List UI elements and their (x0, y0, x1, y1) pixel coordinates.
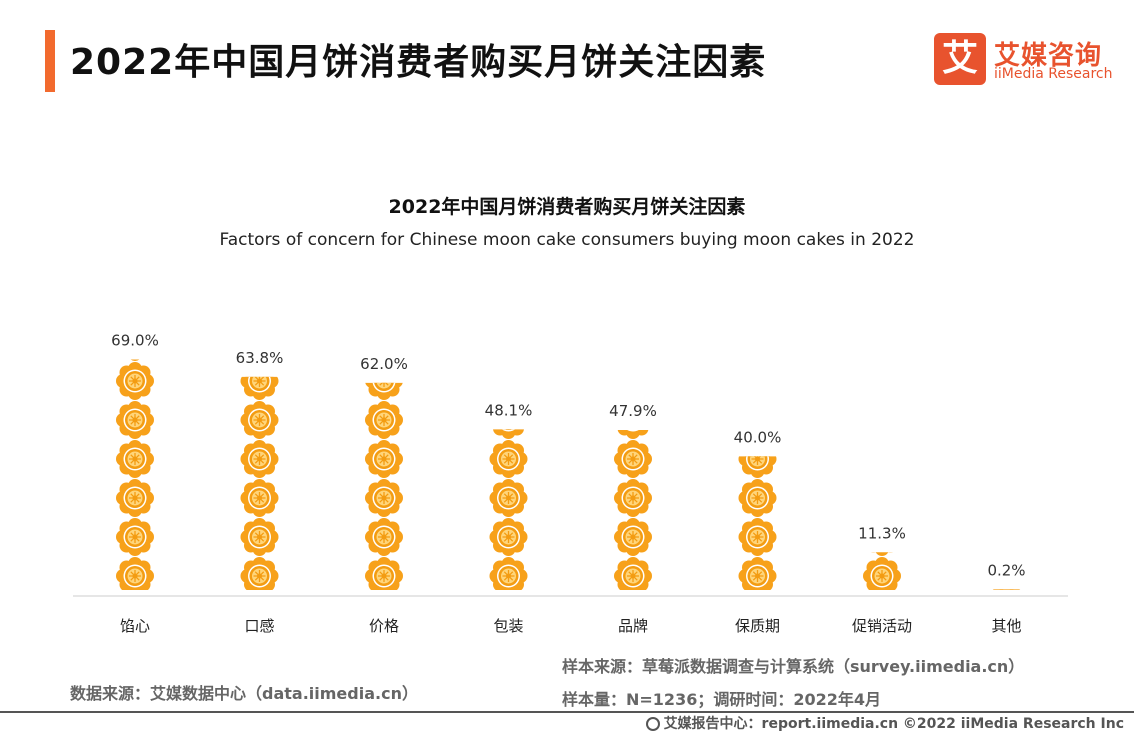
mooncake-pictogram-chart: 69.0% 馅心 63.8% 口感 62.0% 价格 48.1% 包装 47.9% 品牌 40.0%… (73, 323, 1068, 635)
mooncake-icon (239, 517, 280, 557)
category-label-3: 价格 (369, 617, 399, 635)
footer-text: 艾媒报告中心：report.iimedia.cn ©2022 iiMedia R… (663, 716, 1124, 732)
mooncake-icon (364, 478, 404, 518)
chart-title: 2022年中国月饼消费者购买月饼关注因素 (388, 196, 746, 218)
logo-name-cn: 艾媒咨询 (994, 41, 1103, 71)
mooncake-icon (739, 362, 777, 400)
value-label-4: 48.1% (485, 401, 533, 419)
mooncake-icon (613, 478, 653, 518)
title-accent-bar (45, 30, 55, 92)
value-label-1: 69.0% (111, 332, 159, 350)
mooncake-icon (115, 517, 155, 557)
page-title: 2022年中国月饼消费者购买月饼关注因素 (70, 42, 767, 83)
mooncake-icon (863, 479, 901, 517)
value-label-5: 47.9% (609, 402, 657, 420)
mooncake-icon (490, 323, 528, 361)
footer: 艾媒报告中心：report.iimedia.cn ©2022 iiMedia R… (645, 713, 1124, 733)
mooncake-icon (488, 517, 529, 557)
globe-icon (645, 717, 660, 731)
mooncake-icon (364, 556, 404, 591)
mooncake-icon (239, 478, 280, 518)
data-source: 数据来源：艾媒数据中心（data.iimedia.cn） (70, 684, 418, 703)
mooncake-icon (115, 439, 155, 479)
mooncake-icon (488, 556, 529, 590)
value-label-8: 0.2% (987, 561, 1025, 579)
value-label-6: 40.0% (734, 428, 782, 446)
mooncake-icon (739, 323, 777, 361)
mooncake-icon (115, 556, 155, 591)
mooncake-icon (988, 518, 1026, 556)
mooncake-icon (613, 517, 653, 557)
bar-1 (115, 359, 155, 591)
mooncake-icon (488, 478, 529, 518)
category-label-1: 馅心 (120, 617, 150, 635)
value-label-2: 63.8% (236, 349, 284, 367)
bar-5 (613, 323, 653, 590)
mooncake-icon (364, 439, 404, 479)
mooncake-icon (988, 479, 1026, 517)
mooncake-icon (239, 400, 280, 440)
mooncake-icon (614, 323, 652, 361)
mooncake-icon (613, 556, 653, 590)
footer-divider (0, 711, 1134, 713)
category-label-8: 其他 (991, 617, 1021, 635)
category-label-2: 口感 (244, 617, 274, 635)
mooncake-icon (115, 400, 155, 440)
bar-8 (986, 323, 1027, 590)
mooncake-icon (115, 361, 155, 401)
mooncake-icon (737, 478, 778, 518)
category-label-4: 包装 (493, 617, 523, 635)
mooncake-icon (490, 362, 528, 400)
mooncake-icon (613, 439, 653, 479)
mooncake-icon (863, 323, 901, 361)
mooncake-icon (115, 478, 155, 518)
mooncake-icon (737, 517, 778, 557)
chart-subtitle: Factors of concern for Chinese moon cake… (219, 230, 915, 250)
mooncake-icon (239, 556, 280, 590)
sample-info: 样本量：N=1236；调研时间：2022年4月 (562, 690, 881, 709)
value-label-7: 11.3% (858, 524, 906, 542)
mooncake-icon (988, 323, 1026, 361)
sample-source: 样本来源：草莓派数据调查与计算系统（survey.iimedia.cn） (562, 657, 1025, 676)
logo-mark: 艾 (934, 33, 986, 85)
mooncake-icon (988, 401, 1026, 439)
bar-7 (862, 323, 902, 590)
category-label-6: 保质期 (735, 617, 780, 635)
mooncake-icon (364, 400, 404, 440)
mooncake-icon (737, 556, 778, 590)
logo-name-en: iiMedia Research (994, 66, 1113, 82)
category-label-5: 品牌 (618, 617, 648, 635)
mooncake-icon (863, 401, 901, 439)
mooncake-icon (364, 517, 404, 557)
mooncake-icon (988, 440, 1026, 478)
mooncake-icon (614, 362, 652, 400)
iimedia-logo: 艾 艾媒咨询 iiMedia Research (934, 33, 1124, 85)
mooncake-icon (988, 362, 1026, 400)
mooncake-icon (488, 439, 529, 479)
value-label-3: 62.0% (360, 355, 408, 373)
mooncake-icon (863, 440, 901, 478)
category-label-7: 促销活动 (852, 617, 912, 635)
bar-4 (488, 323, 529, 590)
mooncake-icon (862, 556, 902, 590)
mooncake-icon (239, 376, 280, 401)
mooncake-icon (239, 439, 280, 479)
bar-6 (737, 323, 778, 590)
mooncake-icon (863, 362, 901, 400)
